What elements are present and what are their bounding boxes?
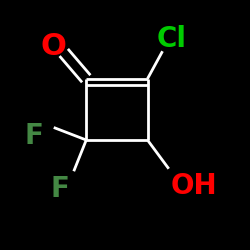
Text: F: F	[50, 175, 70, 203]
Text: Cl: Cl	[156, 25, 186, 53]
Text: F: F	[24, 122, 43, 150]
Text: OH: OH	[170, 172, 217, 200]
Text: O: O	[41, 32, 67, 61]
